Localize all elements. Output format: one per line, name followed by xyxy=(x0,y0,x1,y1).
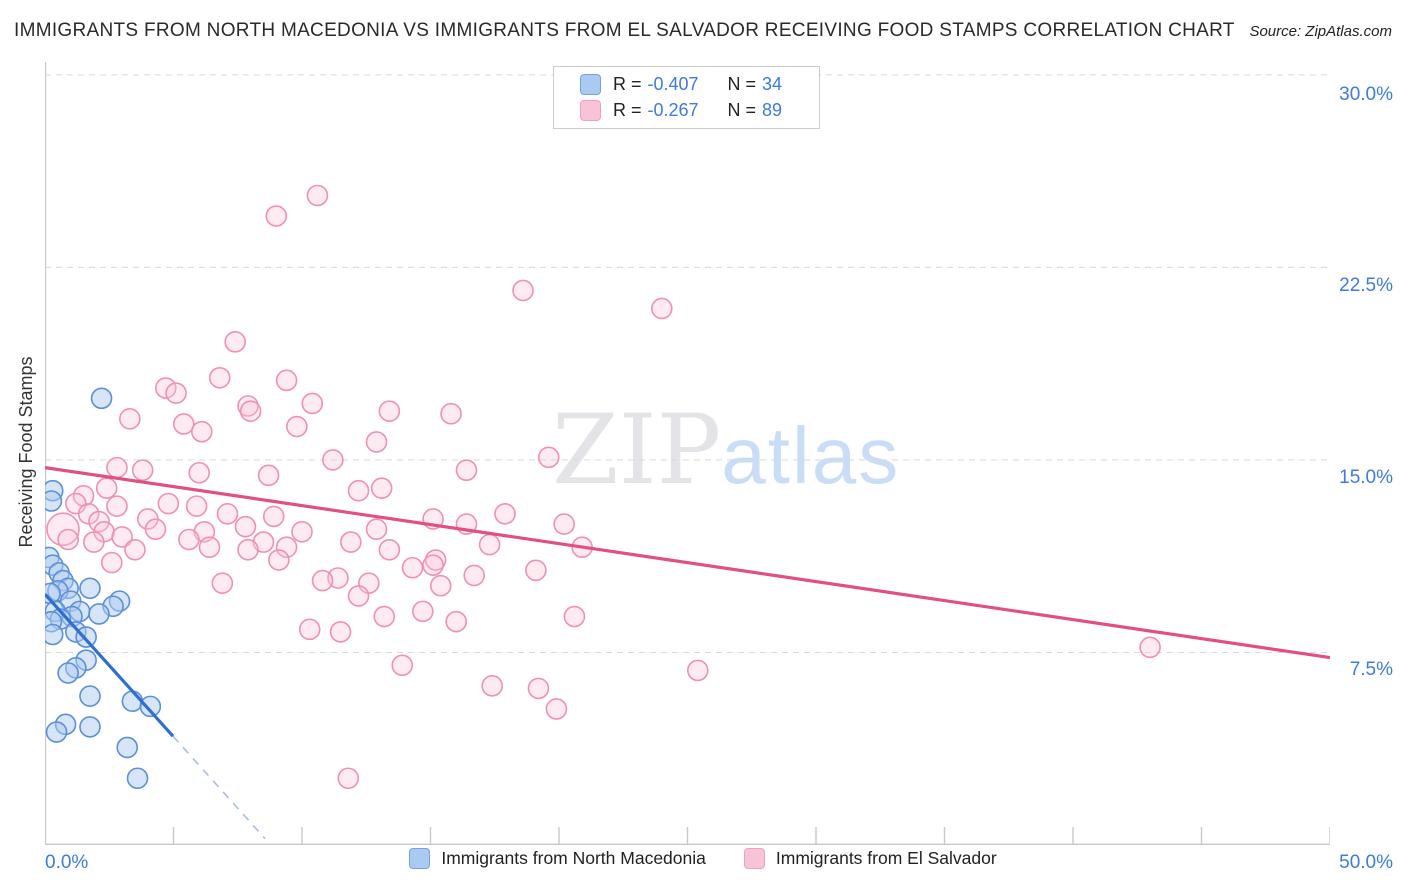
n-label: N = xyxy=(727,100,757,120)
r-label: R = xyxy=(613,100,642,120)
watermark-zip: ZIP xyxy=(552,394,722,506)
pink-series-swatch xyxy=(743,848,765,869)
correlation-legend-row-north-macedonia: R = -0.407 N = 34 xyxy=(554,74,819,95)
x-axis-max-label: 50.0% xyxy=(1339,852,1393,873)
series-legend: Immigrants from North Macedonia Immigran… xyxy=(0,848,1406,869)
y-axis-title: Receiving Food Stamps xyxy=(16,356,36,548)
legend-label: Immigrants from North Macedonia xyxy=(441,848,706,868)
scatter-plot xyxy=(45,62,1330,845)
n-label: N = xyxy=(727,74,757,94)
y-tick-30: 30.0% xyxy=(1339,84,1393,105)
y-tick-7-5: 7.5% xyxy=(1349,659,1393,680)
legend-item-el-salvador: Immigrants from El Salvador xyxy=(743,848,997,869)
r-label: R = xyxy=(613,74,642,94)
watermark: ZIP atlas xyxy=(552,402,900,498)
source-label: Source: ZipAtlas.com xyxy=(1249,23,1392,40)
legend-item-north-macedonia: Immigrants from North Macedonia xyxy=(409,848,706,869)
blue-series-swatch xyxy=(409,848,431,869)
watermark-atlas: atlas xyxy=(721,411,901,500)
r-value: -0.267 xyxy=(647,100,699,120)
legend-label: Immigrants from El Salvador xyxy=(775,848,997,868)
page-title: IMMIGRANTS FROM NORTH MACEDONIA VS IMMIG… xyxy=(14,20,1235,41)
correlation-legend: R = -0.407 N = 34 R = -0.267 N = 89 xyxy=(553,66,820,129)
blue-series-swatch xyxy=(580,74,601,95)
x-axis-min-label: 0.0% xyxy=(45,852,89,873)
r-value: -0.407 xyxy=(647,74,699,94)
y-tick-15: 15.0% xyxy=(1339,467,1393,488)
pink-series-swatch xyxy=(580,100,601,121)
correlation-legend-row-el-salvador: R = -0.267 N = 89 xyxy=(554,100,819,121)
y-tick-22-5: 22.5% xyxy=(1339,275,1393,296)
n-value: 89 xyxy=(762,100,783,120)
n-value: 34 xyxy=(762,74,783,94)
